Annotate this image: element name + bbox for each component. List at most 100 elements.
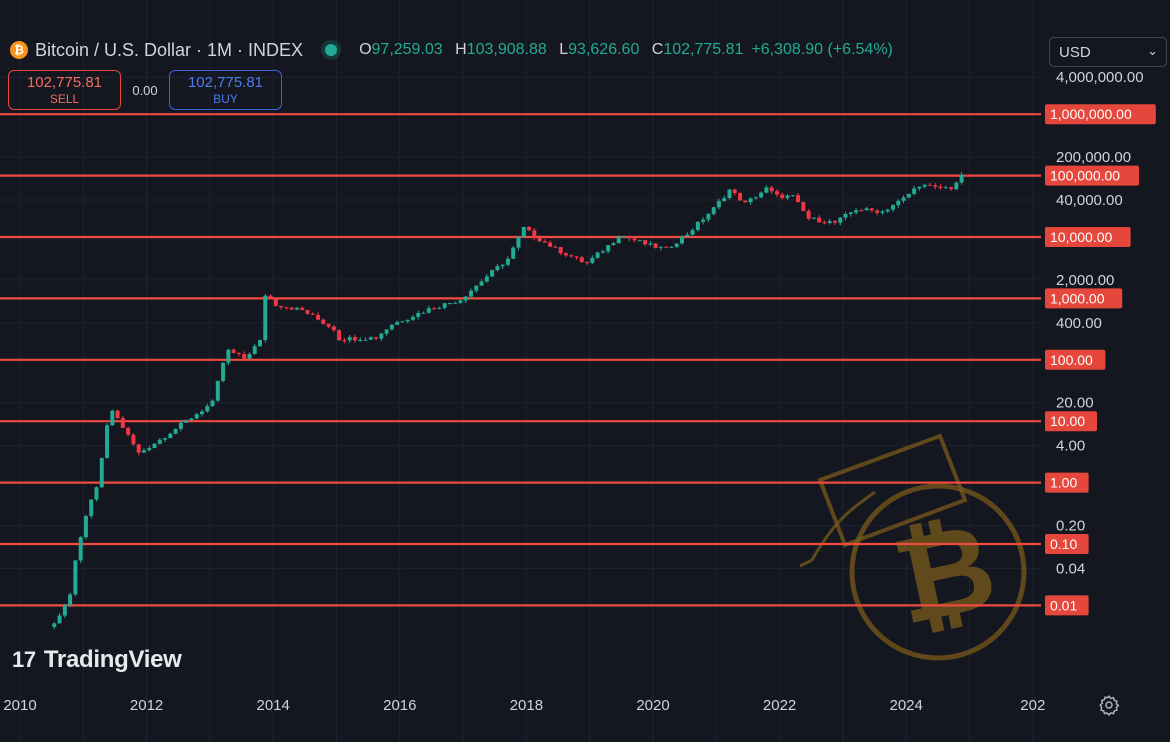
low-label: L bbox=[559, 41, 569, 58]
level-label-box bbox=[1045, 595, 1089, 616]
candle-body bbox=[242, 354, 247, 359]
candle-body bbox=[690, 229, 695, 235]
candle-body bbox=[701, 219, 706, 222]
candle-body bbox=[943, 187, 948, 189]
candle-body bbox=[94, 487, 99, 500]
level-label-box bbox=[1045, 104, 1156, 125]
tradingview-logo[interactable]: 17 TradingView bbox=[12, 646, 182, 674]
candle-body bbox=[426, 308, 431, 313]
high-label: H bbox=[455, 41, 467, 58]
candle-body bbox=[901, 197, 906, 201]
candle-body bbox=[131, 434, 136, 445]
candle-body bbox=[263, 295, 268, 341]
candle-body bbox=[463, 296, 468, 301]
currency-select[interactable]: USD ⌄ bbox=[1049, 37, 1167, 67]
candle-body bbox=[99, 458, 104, 488]
candle-body bbox=[732, 189, 737, 194]
candle-body bbox=[200, 411, 204, 415]
price-level-lines: 1,000,000.00 100,000.00 10,000.00 1,000.00 1… bbox=[0, 104, 1156, 616]
x-tick-label: 2010 bbox=[3, 697, 36, 714]
candle-body bbox=[563, 253, 568, 256]
candle-body bbox=[62, 605, 67, 616]
candle-body bbox=[527, 226, 532, 231]
candle-body bbox=[706, 213, 711, 220]
candle-body bbox=[885, 209, 890, 212]
sell-label: SELL bbox=[49, 92, 80, 106]
candlestick-series bbox=[52, 171, 969, 630]
level-label: 1.00 bbox=[1050, 475, 1077, 491]
low-value: 93,626.60 bbox=[568, 41, 640, 58]
candle-body bbox=[658, 246, 663, 248]
candle-body bbox=[236, 352, 241, 355]
candle-body bbox=[115, 410, 120, 419]
candle-body bbox=[785, 195, 790, 199]
x-tick-label: 2020 bbox=[636, 697, 669, 714]
time-axis[interactable]: 2010 2012 2014 2016 2018 2020 2022 2024 202 bbox=[3, 697, 1045, 714]
candle-body bbox=[964, 174, 969, 176]
candle-body bbox=[801, 202, 806, 211]
candle-body bbox=[838, 217, 843, 223]
candle-body bbox=[447, 302, 452, 304]
candle-body bbox=[321, 319, 326, 324]
candle-body bbox=[432, 308, 437, 310]
candle-body bbox=[484, 276, 489, 282]
sell-price: 102,775.81 bbox=[26, 74, 103, 91]
candle-body bbox=[811, 217, 816, 219]
candle-body bbox=[595, 252, 600, 258]
close-label: C bbox=[651, 41, 664, 58]
candle-body bbox=[505, 258, 510, 265]
price-change: +6,308.90 (+6.54%) bbox=[751, 41, 893, 58]
candle-body bbox=[685, 234, 690, 237]
spread-value: 0.00 bbox=[132, 82, 158, 98]
tradingview-mark-icon: 17 bbox=[12, 647, 36, 672]
candle-body bbox=[178, 422, 183, 429]
candle-body bbox=[326, 323, 331, 327]
level-label-box bbox=[1045, 472, 1089, 493]
candle-body bbox=[532, 230, 537, 238]
candle-body bbox=[922, 184, 927, 187]
candle-body bbox=[875, 210, 880, 213]
candle-body bbox=[120, 418, 125, 428]
candle-body bbox=[453, 302, 458, 304]
candle-body bbox=[537, 237, 542, 242]
candle-body bbox=[949, 187, 954, 190]
currency-value: USD bbox=[1059, 44, 1091, 61]
x-tick-label: 2016 bbox=[383, 697, 416, 714]
buy-button[interactable]: 102,775.81 BUY bbox=[169, 70, 282, 110]
candle-body bbox=[790, 195, 795, 197]
high-value: 103,908.88 bbox=[466, 41, 547, 58]
candle-body bbox=[664, 246, 669, 248]
candle-body bbox=[258, 340, 262, 347]
candle-body bbox=[938, 186, 943, 188]
candle-body bbox=[880, 211, 885, 213]
level-label-box bbox=[1045, 288, 1123, 309]
x-tick-label: 2012 bbox=[130, 697, 163, 714]
tradingview-wordmark: TradingView bbox=[43, 646, 182, 673]
candle-body bbox=[574, 256, 579, 258]
candle-body bbox=[89, 499, 94, 517]
symbol-title[interactable]: Bitcoin / U.S. Dollar · 1M · INDEX bbox=[35, 39, 304, 60]
x-tick-label: 202 bbox=[1020, 697, 1045, 714]
candle-body bbox=[273, 299, 278, 306]
candle-body bbox=[405, 319, 410, 322]
candle-body bbox=[310, 313, 315, 315]
x-tick-label: 2024 bbox=[890, 697, 923, 714]
candle-body bbox=[848, 212, 853, 215]
candle-body bbox=[469, 290, 473, 297]
chevron-down-icon: ⌄ bbox=[1147, 43, 1158, 58]
gear-icon[interactable] bbox=[1098, 694, 1120, 716]
candle-body bbox=[616, 236, 621, 244]
candle-body bbox=[933, 185, 938, 187]
candle-body bbox=[389, 324, 394, 330]
sell-button[interactable]: 102,775.81 SELL bbox=[8, 70, 121, 110]
watermark-cap-tassel bbox=[799, 490, 876, 568]
candle-body bbox=[521, 226, 526, 238]
candle-body bbox=[368, 337, 373, 340]
candle-body bbox=[337, 330, 342, 341]
market-status-icon[interactable] bbox=[325, 44, 338, 56]
candle-body bbox=[611, 243, 616, 246]
candle-body bbox=[294, 307, 299, 310]
candle-body bbox=[358, 339, 363, 341]
price-axis[interactable]: 4,000,000.00 200,000.00 40,000.00 2,000.00 4… bbox=[1056, 69, 1144, 577]
